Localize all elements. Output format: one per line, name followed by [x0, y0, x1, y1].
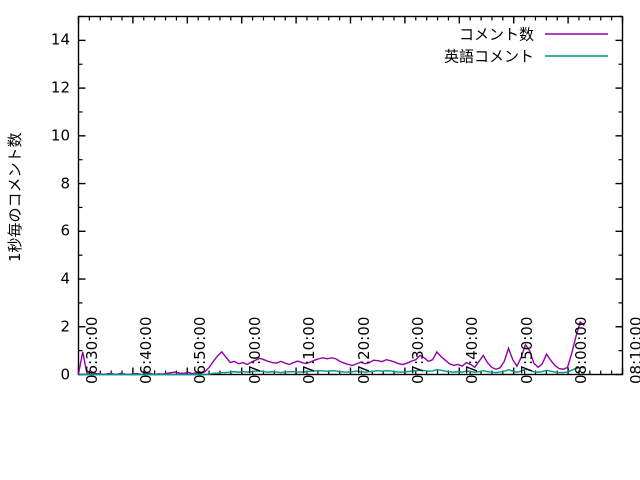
legend-label-0: コメント数	[458, 25, 534, 44]
y-tick-label: 4	[60, 269, 70, 288]
y-tick-label: 6	[60, 221, 70, 240]
x-tick-label: 08:00:00	[572, 316, 591, 384]
y-tick-label: 14	[50, 30, 70, 49]
x-tick-label: 07:30:00	[408, 316, 427, 384]
plot-frame	[77, 15, 624, 376]
y-tick-label: 0	[60, 365, 70, 383]
y-tick-label: 12	[50, 78, 70, 97]
x-tick-label: 07:40:00	[463, 316, 482, 384]
x-tick-label: 07:20:00	[354, 316, 373, 384]
data-series-lines	[77, 320, 585, 376]
x-tick-label: 06:50:00	[191, 316, 210, 384]
x-tick-label: 07:50:00	[517, 316, 536, 384]
series-line-1	[78, 366, 585, 376]
y-tick-label: 10	[50, 126, 70, 145]
x-tick-label: 08:10:00	[626, 316, 640, 384]
x-tick-label: 06:40:00	[136, 316, 155, 384]
legend-line-samples	[545, 33, 608, 57]
axis-ticks	[77, 15, 624, 376]
legend-label-1: 英語コメント	[443, 47, 534, 66]
x-tick-label: 07:00:00	[245, 316, 264, 384]
x-tick-label: 06:30:00	[82, 316, 101, 384]
y-tick-label: 8	[60, 174, 70, 193]
y-axis-title: 1秒毎のコメント数	[6, 132, 24, 262]
y-tick-label: 2	[60, 317, 70, 336]
x-tick-label: 07:10:00	[300, 316, 319, 384]
